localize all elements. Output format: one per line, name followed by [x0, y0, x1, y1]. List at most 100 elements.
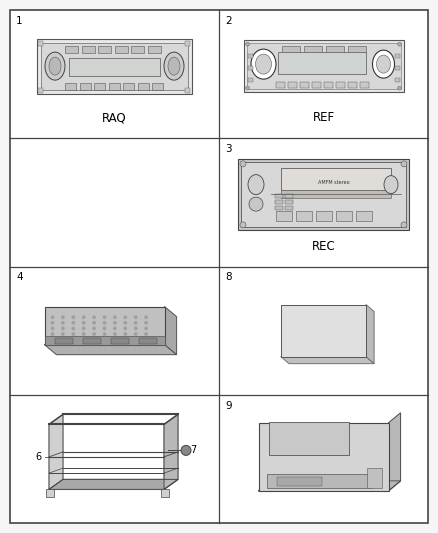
Polygon shape [45, 345, 177, 354]
Bar [247, 78, 252, 82]
Ellipse shape [164, 52, 184, 80]
Polygon shape [49, 414, 63, 489]
Ellipse shape [372, 50, 395, 78]
Circle shape [401, 161, 407, 167]
Bar [395, 78, 399, 82]
Text: REF: REF [312, 111, 335, 124]
Circle shape [246, 42, 250, 46]
Bar [138, 83, 148, 90]
Bar [347, 82, 357, 88]
Circle shape [181, 446, 191, 455]
Circle shape [72, 316, 74, 318]
Polygon shape [49, 479, 178, 489]
Bar [38, 41, 43, 46]
Bar [123, 83, 134, 90]
Circle shape [124, 327, 127, 329]
Circle shape [114, 327, 116, 329]
Text: 4: 4 [16, 272, 23, 282]
Bar [238, 159, 409, 230]
Text: 1: 1 [16, 16, 23, 26]
Bar [276, 82, 285, 88]
Polygon shape [366, 305, 374, 364]
Bar [282, 46, 300, 53]
Bar [281, 190, 391, 198]
Circle shape [93, 333, 95, 335]
Bar [81, 46, 95, 53]
Bar [347, 46, 365, 53]
Bar [247, 66, 252, 70]
Ellipse shape [45, 52, 65, 80]
Text: AMFM stereo: AMFM stereo [318, 180, 350, 185]
Circle shape [93, 338, 95, 341]
Bar [247, 43, 400, 89]
Bar [276, 477, 322, 486]
Bar [161, 489, 169, 497]
Circle shape [51, 338, 54, 341]
Circle shape [72, 321, 74, 324]
Bar [278, 52, 365, 74]
Ellipse shape [251, 49, 276, 79]
Circle shape [51, 316, 54, 318]
Bar [285, 200, 293, 204]
Circle shape [246, 86, 250, 90]
Circle shape [134, 327, 137, 329]
Bar [152, 83, 163, 90]
Bar [266, 474, 371, 488]
Circle shape [62, 321, 64, 324]
Text: RAQ: RAQ [102, 111, 127, 124]
Bar [300, 82, 308, 88]
Circle shape [62, 338, 64, 341]
Circle shape [62, 333, 64, 335]
Bar [275, 206, 283, 211]
Circle shape [103, 321, 106, 324]
Circle shape [93, 321, 95, 324]
Ellipse shape [49, 57, 61, 75]
Circle shape [124, 333, 127, 335]
Bar [367, 468, 381, 488]
Circle shape [124, 338, 127, 341]
Bar [45, 336, 165, 345]
Circle shape [72, 338, 74, 341]
Circle shape [82, 333, 85, 335]
Ellipse shape [384, 176, 398, 193]
Bar [296, 211, 312, 221]
Circle shape [145, 338, 147, 341]
Polygon shape [281, 357, 374, 364]
Bar [131, 46, 144, 53]
Circle shape [124, 316, 127, 318]
Bar [65, 83, 76, 90]
Bar [311, 82, 321, 88]
Circle shape [103, 333, 106, 335]
Bar [395, 66, 399, 70]
Bar [275, 195, 283, 198]
Bar [285, 206, 293, 211]
Text: 8: 8 [225, 272, 232, 282]
Circle shape [114, 316, 116, 318]
Bar [316, 211, 332, 221]
Bar [336, 211, 352, 221]
Text: 2: 2 [225, 16, 232, 26]
Circle shape [93, 316, 95, 318]
Bar [148, 46, 160, 53]
Polygon shape [389, 413, 400, 491]
Bar [244, 40, 403, 92]
Bar [98, 46, 111, 53]
Polygon shape [164, 414, 178, 489]
Bar [45, 306, 165, 345]
Bar [80, 83, 91, 90]
Circle shape [82, 316, 85, 318]
Bar [241, 162, 406, 227]
Circle shape [82, 321, 85, 324]
Bar [356, 211, 372, 221]
Circle shape [398, 86, 402, 90]
Circle shape [51, 327, 54, 329]
Bar [276, 211, 292, 221]
Circle shape [240, 222, 246, 228]
Bar [65, 46, 78, 53]
Circle shape [51, 321, 54, 324]
Ellipse shape [168, 57, 180, 75]
Bar [46, 489, 54, 497]
Bar [69, 58, 160, 76]
Bar [185, 87, 190, 93]
Bar [114, 46, 127, 53]
